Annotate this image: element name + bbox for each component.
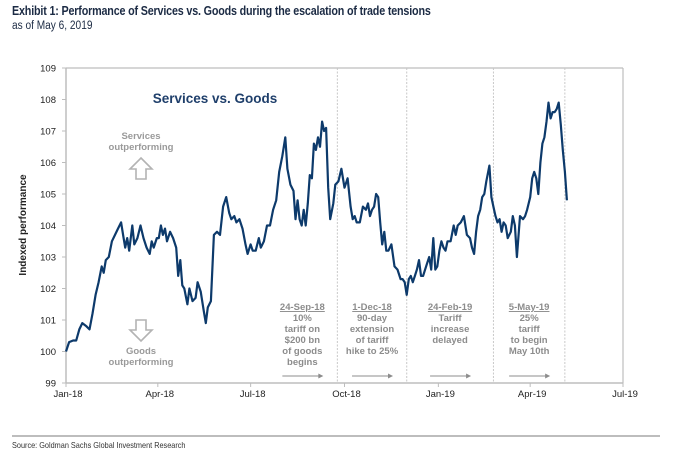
exhibit-title: Exhibit 1: Performance of Services vs. G… — [12, 4, 431, 18]
x-tick-label: Apr-19 — [518, 389, 547, 400]
exhibit-subtitle: as of May 6, 2019 — [12, 20, 93, 32]
x-tick-label: Jul-19 — [612, 389, 638, 400]
event-arrow-head — [466, 373, 472, 379]
y-axis-label: Indexed performance — [18, 174, 29, 276]
x-tick-label: Jan-18 — [53, 389, 82, 400]
event-marker-text: tariff on — [285, 324, 321, 335]
services-vs-goods-line — [64, 101, 568, 352]
event-marker-text: begins — [287, 357, 318, 368]
x-tick-label: Jan-19 — [426, 389, 455, 400]
x-tick-label: Oct-18 — [332, 389, 361, 400]
event-marker-text: $200 bn — [285, 335, 321, 346]
y-tick-label: 104 — [40, 221, 56, 232]
services-outperforming-label: Services — [121, 131, 160, 142]
footer-divider — [12, 435, 660, 437]
y-tick-label: 99 — [45, 379, 56, 390]
goods-outperforming-label: Goods — [126, 346, 156, 357]
event-marker-text: tariff — [519, 324, 541, 335]
x-tick-label: Jul-18 — [240, 389, 266, 400]
y-tick-label: 108 — [40, 95, 56, 106]
event-marker-text: extension — [350, 324, 395, 335]
event-marker-date: 24-Sep-18 — [280, 302, 325, 313]
y-tick-label: 106 — [40, 158, 56, 169]
y-tick-label: 107 — [40, 127, 56, 138]
chart-inner-title: Services vs. Goods — [153, 91, 278, 106]
event-marker-text: to begin — [511, 335, 548, 346]
goods-outperforming-label: outperforming — [109, 357, 174, 368]
event-marker-text: 25% — [520, 313, 540, 324]
event-marker-text: hike to 25% — [346, 346, 399, 357]
y-tick-label: 105 — [40, 190, 56, 201]
services-outperforming-label: outperforming — [109, 142, 174, 153]
event-marker-date: 24-Feb-19 — [428, 302, 472, 313]
y-tick-label: 103 — [40, 253, 56, 264]
source-note: Source: Goldman Sachs Global Investment … — [12, 440, 186, 450]
event-marker-text: delayed — [432, 335, 468, 346]
event-marker-text: May 10th — [509, 346, 550, 357]
event-marker-text: Tariff — [439, 313, 463, 324]
event-marker-date: 5-May-19 — [509, 302, 550, 313]
series-layer — [64, 101, 568, 352]
event-marker-date: 1-Dec-18 — [352, 302, 392, 313]
line-chart: 99 100 101 102 103 104 105 106 107 108 109 Jan-18 Ap… — [18, 64, 638, 401]
y-tick-label: 100 — [40, 347, 56, 358]
event-marker-text: increase — [431, 324, 470, 335]
y-tick-label: 109 — [40, 64, 56, 75]
down-arrow-icon — [128, 319, 154, 343]
event-arrow-head — [388, 373, 394, 379]
event-marker-text: of goods — [282, 346, 322, 357]
chart-axes: 99 100 101 102 103 104 105 106 107 108 109 Jan-18 Ap… — [40, 64, 638, 401]
event-arrow-head — [318, 373, 324, 379]
event-arrow-head — [545, 373, 551, 379]
event-marker-text: of tariff — [356, 335, 390, 346]
event-marker-text: 10% — [293, 313, 313, 324]
x-tick-label: Apr-18 — [146, 389, 175, 400]
event-marker-text: 90-day — [357, 313, 388, 324]
up-arrow-icon — [128, 156, 154, 180]
y-tick-label: 101 — [40, 316, 56, 327]
y-tick-label: 102 — [40, 284, 56, 295]
